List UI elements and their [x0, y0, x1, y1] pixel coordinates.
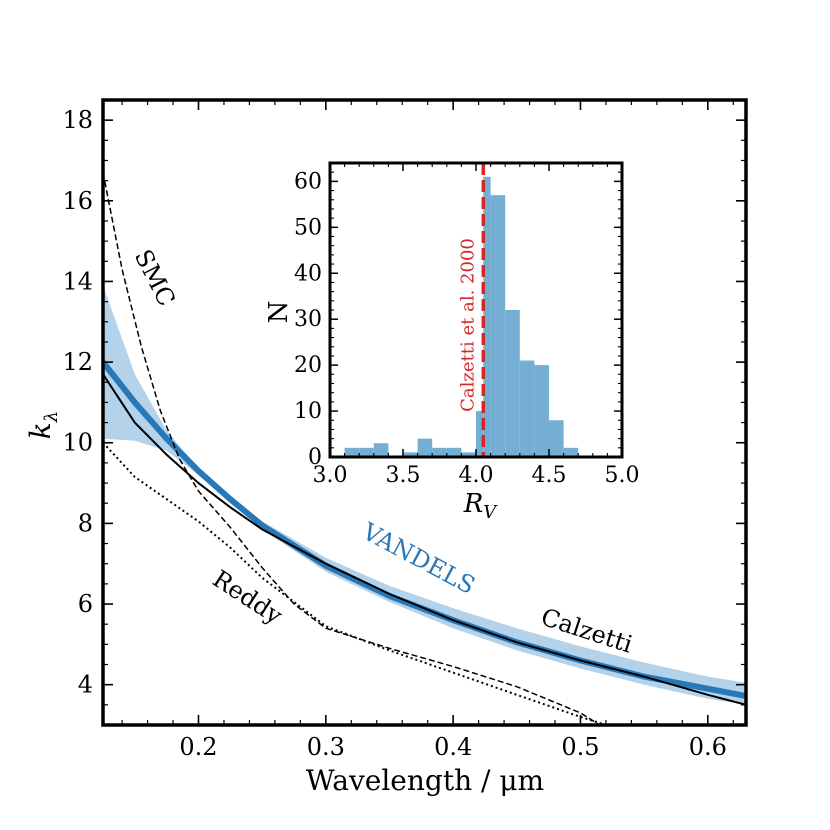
inset-xtick-label: 3.0: [313, 463, 348, 488]
main-xtick-label: 0.6: [689, 733, 727, 761]
histogram-bar: [519, 360, 535, 457]
histogram-bar: [446, 447, 462, 457]
inset-ytick-label: 20: [294, 353, 322, 378]
main-plot-frame: [101, 98, 748, 727]
histogram-bar: [534, 365, 549, 457]
inset-xtick-label: 5.0: [605, 463, 640, 488]
histogram-bar: [476, 411, 484, 457]
histogram-bar: [461, 452, 476, 457]
histogram-bar: [432, 447, 447, 457]
main-xtick-label: 0.3: [307, 733, 345, 761]
main-ytick-label: 4: [78, 671, 93, 699]
histogram-bar: [359, 447, 374, 457]
curve-label-smc: SMC: [129, 245, 181, 311]
histogram-bar: [563, 447, 579, 457]
calzetti-reference-label: Calzetti et al. 2000: [457, 238, 478, 412]
histogram-bar: [505, 310, 520, 457]
histogram-bar: [344, 447, 360, 457]
inset-ytick-label: 60: [294, 169, 322, 194]
main-xtick-label: 0.5: [561, 733, 599, 761]
main-ytick-label: 6: [78, 590, 93, 618]
histogram-bar: [373, 443, 389, 457]
curve-label-reddy: Reddy: [208, 565, 288, 630]
inset-ylabel: N: [264, 301, 294, 324]
inset-background: [330, 163, 622, 457]
histogram-bar: [417, 438, 433, 457]
histogram-bar: [403, 452, 418, 457]
main-ytick-label: 12: [62, 348, 93, 376]
inset-ytick-label: 50: [294, 215, 322, 240]
main-ytick-label: 8: [78, 509, 93, 537]
main-xtick-label: 0.4: [434, 733, 472, 761]
main-xtick-label: 0.2: [179, 733, 217, 761]
inset-xtick-label: 3.5: [386, 463, 421, 488]
main-ytick-label: 18: [62, 106, 93, 134]
histogram-bar: [483, 176, 491, 457]
inset-ytick-label: 40: [294, 261, 322, 286]
smc-curve: [103, 172, 601, 725]
inset-ytick-label: 10: [294, 399, 322, 424]
inset-xlabel: RV: [463, 489, 499, 523]
inset-ytick-label: 30: [294, 307, 322, 332]
inset-xtick-label: 4.5: [532, 463, 567, 488]
main-ylabel: kλ: [24, 411, 62, 439]
main-ytick-label: 10: [62, 429, 93, 457]
inset-xtick-label: 4.0: [459, 463, 494, 488]
main-xlabel: Wavelength / μm: [306, 764, 544, 797]
calzetti-curve: [103, 373, 746, 706]
histogram-bar: [490, 195, 506, 457]
main-ytick-label: 16: [62, 187, 93, 215]
main-plot-area: [103, 172, 746, 725]
histogram-bar: [549, 420, 564, 457]
main-ytick-label: 14: [62, 267, 93, 295]
inset-ytick-label: 0: [308, 445, 322, 470]
